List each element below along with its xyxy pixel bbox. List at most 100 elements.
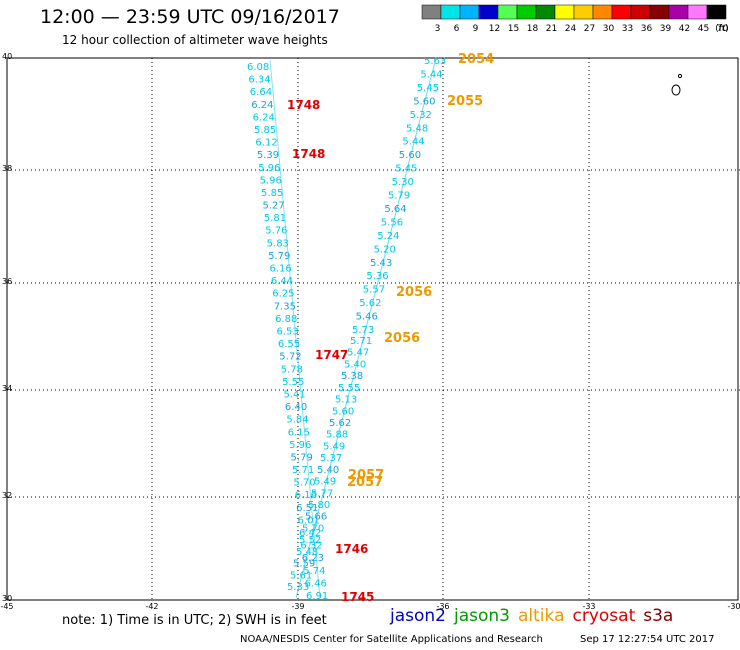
color-scale-bar: 3 6 9 12 15 18 21 24 27 30 33 36 39 42 45 70(ft) — [421, 4, 729, 34]
swh-value: 5.74 — [303, 566, 325, 577]
swh-value: 5.13 — [335, 395, 357, 406]
time-label: 2057 — [347, 475, 383, 490]
swh-value: 5.20 — [374, 244, 396, 255]
scale-swatch — [706, 4, 727, 20]
swh-value: 5.37 — [320, 453, 342, 464]
lon-tick-label: -42 — [145, 602, 158, 611]
lat-tick-label: 36 — [2, 277, 12, 286]
scale-label: 42 — [679, 24, 690, 34]
swh-value: 5.66 — [305, 512, 327, 523]
swh-value: 5.73 — [352, 325, 374, 336]
map-subtitle: 12 hour collection of altimeter wave hei… — [62, 33, 328, 47]
swh-value: 5.71 — [350, 336, 372, 347]
swh-value: 6.23 — [302, 553, 324, 564]
swh-value: 5.83 — [267, 238, 289, 249]
swh-value: 6.12 — [255, 138, 277, 149]
track-line — [295, 57, 437, 599]
swh-value: 5.47 — [347, 348, 369, 359]
scale-unit: (ft) — [715, 24, 729, 34]
time-label: 2055 — [447, 94, 483, 109]
swh-value: 5.55 — [282, 377, 304, 388]
legend-cryosat: cryosat — [572, 606, 636, 626]
scale-label: 21 — [546, 24, 557, 34]
swh-value: 6.24 — [253, 112, 275, 123]
swh-value: 5.24 — [377, 231, 399, 242]
time-label: 1748 — [292, 147, 325, 161]
swh-value: 5.79 — [291, 452, 313, 463]
swh-value: 5.44 — [402, 137, 424, 148]
swh-value: 5.40 — [317, 465, 339, 476]
lon-tick-label: -30 — [727, 602, 740, 611]
swh-value: 5.52 — [299, 535, 321, 546]
swh-value: 5.43 — [370, 258, 392, 269]
swh-value: 5.45 — [395, 164, 417, 175]
swh-value: 6.46 — [305, 578, 327, 589]
lat-tick-label: 38 — [2, 164, 12, 173]
swh-value: 5.79 — [388, 191, 410, 202]
swh-value: 6.16 — [269, 264, 291, 275]
legend-s3a: s3a — [643, 606, 674, 626]
time-label: 2054 — [458, 52, 494, 67]
swh-value: 5.27 — [262, 201, 284, 212]
swh-value: 5.72 — [279, 352, 301, 363]
lon-tick-label: -39 — [291, 602, 304, 611]
legend-jason2: jason2 — [390, 606, 446, 626]
swh-value: 5.55 — [338, 383, 360, 394]
swh-value: 6.55 — [278, 339, 300, 350]
time-label: 1745 — [341, 590, 374, 604]
scale-label: 3 — [435, 24, 441, 34]
swh-value: 5.30 — [392, 177, 414, 188]
time-label: 2057 — [348, 468, 384, 483]
lat-tick-label: 32 — [2, 491, 12, 500]
time-label: 2056 — [384, 331, 420, 346]
swh-value: 5.84 — [286, 415, 308, 426]
swh-value: 5.96 — [260, 175, 282, 186]
swh-value: 6.24 — [251, 100, 273, 111]
time-label: 2056 — [396, 285, 432, 300]
swh-value: 5.39 — [257, 150, 279, 161]
swh-value: 5.61 — [290, 570, 312, 581]
swh-value: 6.34 — [248, 75, 270, 86]
swh-value: 6.40 — [285, 402, 307, 413]
swh-value: 6.91 — [306, 591, 328, 602]
swh-value: 5.59 — [293, 559, 315, 570]
swh-value: 5.96 — [258, 163, 280, 174]
swh-value: 6.25 — [272, 289, 294, 300]
credit-line: NOAA/NESDIS Center for Satellite Applica… — [240, 634, 543, 645]
swh-value: 5.62 — [359, 298, 381, 309]
time-label: 1747 — [315, 348, 348, 362]
swh-value: 5.70 — [293, 478, 315, 489]
swh-value: 5.64 — [384, 204, 406, 215]
swh-value: 6.64 — [250, 87, 272, 98]
units-note: note: 1) Time is in UTC; 2) SWH is in fe… — [62, 613, 327, 628]
swh-value: 6.51 — [296, 503, 318, 514]
scale-label: 9 — [473, 24, 479, 34]
map-frame — [6, 57, 739, 601]
swh-value: 5.85 — [254, 125, 276, 136]
scale-label: 6 — [454, 24, 460, 34]
swh-value: 5.36 — [366, 271, 388, 282]
generation-timestamp: Sep 17 12:27:54 UTC 2017 — [580, 634, 715, 645]
swh-value: 5.41 — [284, 389, 306, 400]
scale-label: 70 — [717, 24, 729, 34]
island-shape — [671, 84, 681, 96]
swh-value: 6.32 — [300, 541, 322, 552]
swh-value: 5.57 — [363, 285, 385, 296]
legend-jason3: jason3 — [454, 606, 510, 626]
swh-value: 6.16 — [295, 490, 317, 501]
swh-value: 6.44 — [271, 276, 293, 287]
scale-label: 12 — [489, 24, 500, 34]
swh-value: 5.40 — [344, 359, 366, 370]
swh-value: 5.60 — [332, 406, 354, 417]
swh-value: 5.48 — [406, 123, 428, 134]
lon-tick-label: -36 — [436, 602, 449, 611]
legend-altika: altika — [518, 606, 565, 626]
swh-value: 5.80 — [308, 500, 330, 511]
satellite-legend: jason2 jason3 altika cryosat s3a — [390, 606, 681, 626]
lat-tick-label: 40 — [2, 52, 12, 61]
swh-value: 7.35 — [274, 301, 296, 312]
swh-value: 5.77 — [311, 488, 333, 499]
swh-value: 5.81 — [264, 213, 286, 224]
scale-label: 36 — [641, 24, 653, 34]
